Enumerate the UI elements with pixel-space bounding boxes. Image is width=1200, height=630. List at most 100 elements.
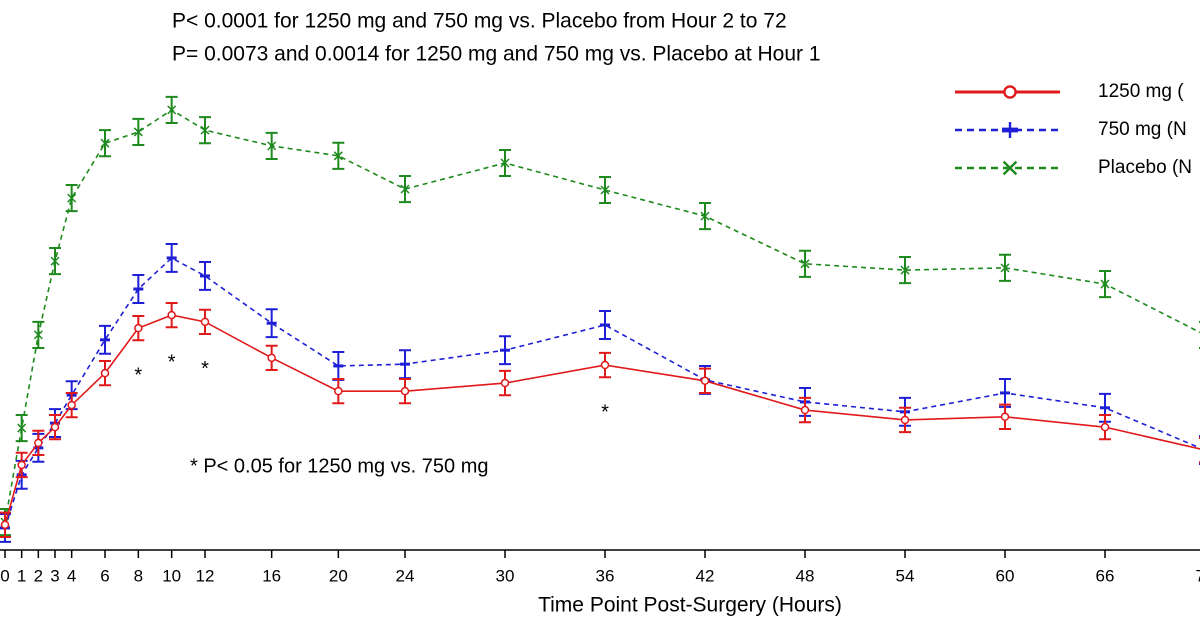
marker-part <box>200 317 210 327</box>
marker <box>100 334 110 345</box>
marker <box>50 422 60 432</box>
marker <box>100 138 110 148</box>
marker <box>200 125 210 135</box>
footnote: * P< 0.05 for 1250 mg vs. 750 mg <box>190 455 489 477</box>
marker <box>1100 402 1110 413</box>
asterisk: * <box>201 358 209 380</box>
marker-part <box>50 256 60 266</box>
x-tick-label: 36 <box>596 566 615 585</box>
marker <box>700 376 710 386</box>
x-tick-label: 72 <box>1196 566 1200 585</box>
marker <box>900 265 910 275</box>
legend-label: 1250 mg ( <box>1098 81 1184 102</box>
x-tick-label: 3 <box>50 566 59 585</box>
marker-part <box>700 376 710 386</box>
x-tick-label: 1 <box>17 566 26 585</box>
marker-part <box>800 405 810 415</box>
series-line <box>4 256 1200 529</box>
x-tick-label: 60 <box>996 566 1015 585</box>
marker-part <box>1003 85 1017 99</box>
x-tick-label: 48 <box>796 566 815 585</box>
marker-part <box>500 158 510 168</box>
marker-part <box>200 125 210 135</box>
x-tick-label: 42 <box>696 566 715 585</box>
marker-part <box>17 423 27 433</box>
marker <box>134 323 143 333</box>
x-tick-label: 54 <box>896 566 915 585</box>
marker <box>1000 412 1010 422</box>
marker-part <box>34 438 43 448</box>
marker <box>50 256 60 266</box>
marker <box>500 378 510 388</box>
asterisk: * <box>601 401 609 423</box>
note: P= 0.0073 and 0.0014 for 1250 mg and 750… <box>172 43 821 66</box>
marker <box>133 127 143 137</box>
asterisk: * <box>168 351 176 373</box>
marker <box>1100 422 1110 432</box>
marker <box>17 423 27 433</box>
marker <box>333 151 343 161</box>
legend-marker <box>1002 122 1019 139</box>
note: P< 0.0001 for 1250 mg and 750 mg vs. Pla… <box>172 10 787 33</box>
marker-part <box>134 323 143 333</box>
x-tick-label: 20 <box>329 566 348 585</box>
marker <box>33 330 43 340</box>
legend-label: 750 mg (N <box>1098 119 1187 140</box>
marker <box>800 405 810 415</box>
marker-part <box>33 330 43 340</box>
marker-part <box>900 265 910 275</box>
legend-label: Placebo (N <box>1098 157 1192 178</box>
marker-part <box>500 378 510 388</box>
marker <box>133 284 144 294</box>
marker-part <box>1000 263 1010 273</box>
marker-part <box>333 151 343 161</box>
marker <box>200 270 210 281</box>
marker <box>400 359 410 370</box>
marker-part <box>334 386 343 396</box>
marker-part <box>1002 160 1018 176</box>
marker <box>900 415 910 425</box>
x-tick-label: 10 <box>162 566 181 585</box>
marker <box>400 184 410 194</box>
x-axis-label: Time Point Post-Surgery (Hours) <box>538 594 842 617</box>
x-tick-label: 30 <box>496 566 515 585</box>
marker <box>167 105 177 115</box>
marker <box>167 310 176 320</box>
marker-part <box>267 353 276 363</box>
marker <box>333 360 344 371</box>
marker-part <box>700 211 710 221</box>
x-tick-label: 0 <box>0 566 9 585</box>
marker-part <box>1000 412 1010 422</box>
marker <box>1000 263 1010 273</box>
marker-part <box>400 386 410 396</box>
marker <box>1100 279 1110 289</box>
marker <box>700 211 710 221</box>
marker-part <box>600 185 610 195</box>
legend-marker <box>1002 160 1018 176</box>
marker <box>600 360 610 370</box>
marker <box>200 317 210 327</box>
marker <box>400 386 410 396</box>
marker-part <box>100 138 110 148</box>
marker-part <box>17 460 26 470</box>
marker <box>266 318 277 329</box>
marker <box>1000 387 1010 398</box>
marker-part <box>1100 279 1110 289</box>
marker <box>500 158 510 168</box>
x-tick-label: 12 <box>196 566 215 585</box>
marker <box>500 345 510 356</box>
marker-part <box>100 368 110 378</box>
marker <box>34 438 43 448</box>
marker-part <box>800 259 810 269</box>
marker-part <box>50 422 60 432</box>
marker <box>600 320 610 330</box>
marker-part <box>400 184 410 194</box>
marker <box>166 252 177 263</box>
marker <box>67 193 77 203</box>
marker-part <box>0 520 10 530</box>
series-line <box>4 108 1200 523</box>
x-tick-label: 66 <box>1096 566 1115 585</box>
legend-marker <box>1003 85 1017 99</box>
x-tick-label: 8 <box>134 566 143 585</box>
